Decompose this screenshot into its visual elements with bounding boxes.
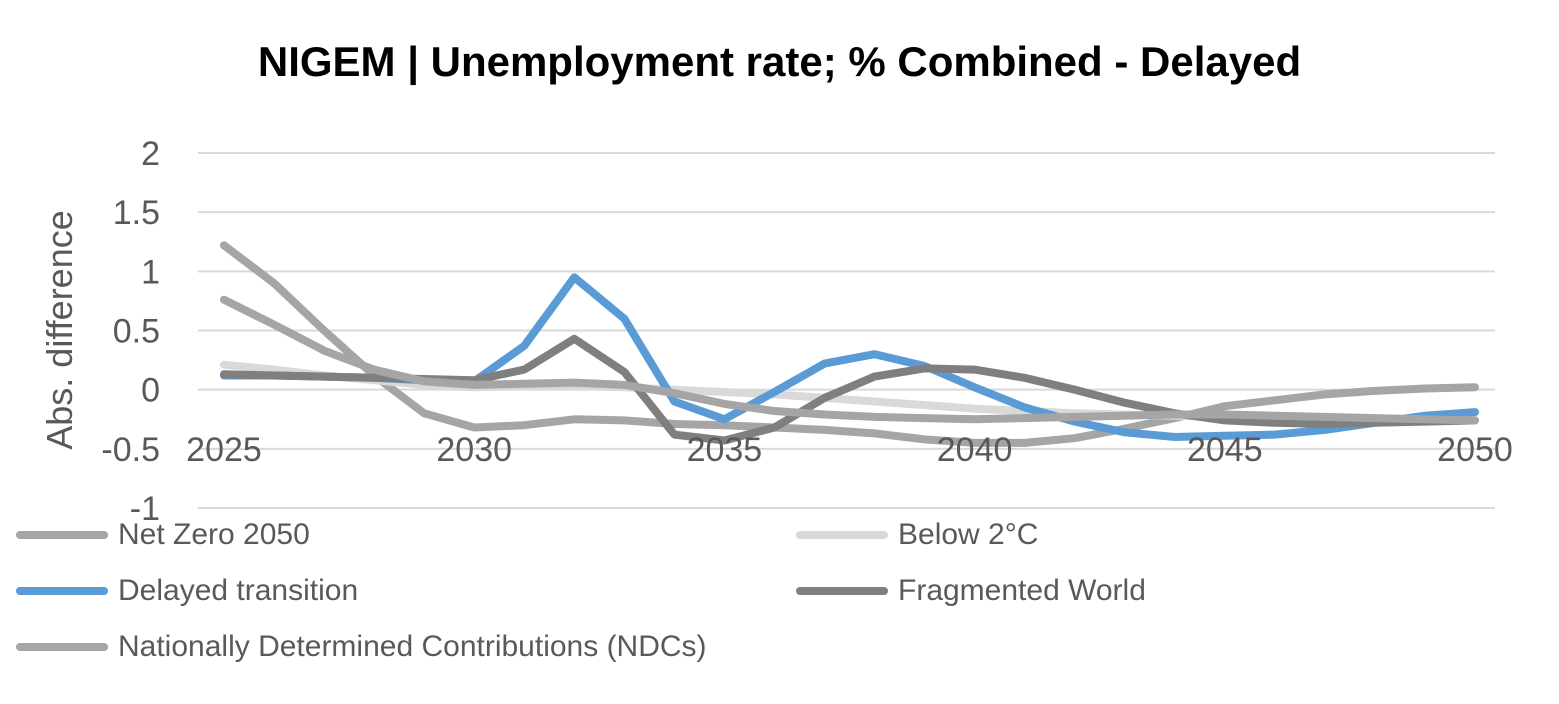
legend-swatch: [16, 587, 108, 595]
legend-item-delayed-transition[interactable]: Delayed transition: [16, 571, 358, 611]
y-tick-label: -0.5: [101, 431, 160, 469]
x-tick-label: 2045: [1187, 431, 1263, 469]
y-tick-label: 0.5: [113, 313, 160, 351]
legend-label: Below 2°C: [898, 518, 1039, 551]
y-tick-label: -1: [130, 490, 160, 528]
legend-label: Delayed transition: [118, 574, 359, 607]
gridlines: [198, 152, 1495, 509]
x-tick-label: 2025: [186, 431, 262, 469]
y-tick-label: 1.5: [113, 194, 160, 232]
y-tick-label: 0: [141, 372, 160, 410]
y-axis-label: Abs. difference: [39, 210, 80, 449]
x-tick-label: 2040: [937, 431, 1013, 469]
legend-swatch: [16, 643, 108, 651]
series-line-nationally-determined-contributions-ndcs: [220, 295, 1479, 425]
chart-title: NIGEM | Unemployment rate; % Combined - …: [257, 38, 1302, 85]
legend-label: Fragmented World: [898, 574, 1146, 607]
legend-item-ndcs[interactable]: Nationally Determined Contributions (NDC…: [16, 627, 707, 667]
x-axis-tick-labels: 2025 2030 2035 2040 2045 2050: [186, 431, 1513, 469]
legend-item-fragmented-world[interactable]: Fragmented World: [796, 571, 1146, 611]
y-tick-label: 2: [141, 135, 160, 173]
series-lines: [220, 241, 1479, 447]
legend-item-net-zero-2050[interactable]: Net Zero 2050: [16, 515, 310, 555]
x-tick-label: 2035: [687, 431, 763, 469]
legend-item-below-2c[interactable]: Below 2°C: [796, 515, 1038, 555]
legend-swatch: [16, 531, 108, 539]
y-axis-tick-labels: 2 1.5 1 0.5 0 -0.5 -1: [101, 135, 160, 528]
series-line-net-zero-2050: [220, 241, 1479, 447]
x-tick-label: 2030: [436, 431, 512, 469]
legend-label: Net Zero 2050: [118, 518, 310, 551]
legend-swatch: [796, 531, 888, 539]
legend-swatch: [796, 587, 888, 595]
x-tick-label: 2050: [1437, 431, 1513, 469]
legend-label: Nationally Determined Contributions (NDC…: [118, 630, 707, 663]
y-tick-label: 1: [141, 253, 160, 291]
